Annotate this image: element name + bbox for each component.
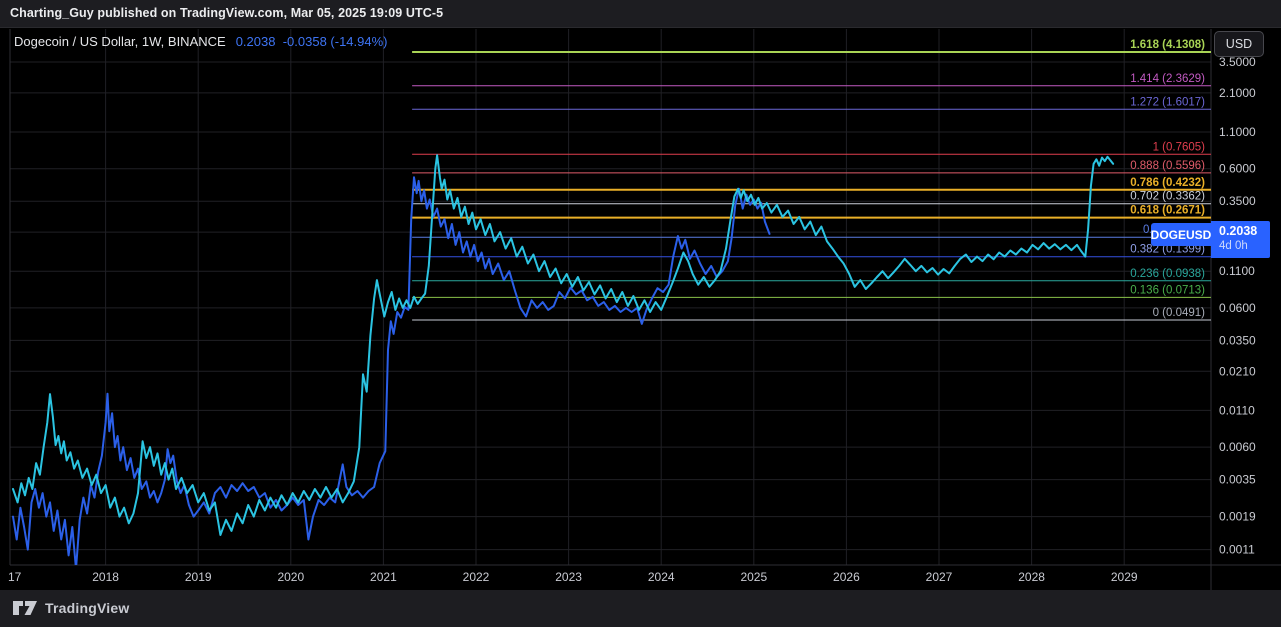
publish-attribution-text: Charting_Guy published on TradingView.co…	[10, 6, 444, 20]
fib-label-0.888: 0.888 (0.5596)	[1130, 160, 1205, 172]
last-price-axis-marker[interactable]: 0.2038 4d 0h	[1211, 221, 1270, 258]
fib-label-1.414: 1.414 (2.3629)	[1130, 73, 1205, 85]
price-tick-0.6000: 0.6000	[1219, 162, 1256, 176]
price-tick-0.0011: 0.0011	[1219, 543, 1255, 557]
fib-label-0.382: 0.382 (0.1399)	[1130, 244, 1205, 256]
fib-label-0.786: 0.786 (0.4232)	[1130, 177, 1205, 189]
price-tick-3.5000: 3.5000	[1219, 55, 1256, 69]
fib-label-0.136: 0.136 (0.0713)	[1130, 284, 1205, 296]
symbol-price-tag-label: DOGEUSD	[1150, 227, 1212, 242]
currency-toggle-button[interactable]: USD	[1214, 31, 1264, 57]
price-tick-0.0350: 0.0350	[1219, 333, 1256, 347]
last-price-value: 0.2038	[235, 34, 276, 49]
axis-marker-price: 0.2038	[1219, 224, 1258, 238]
year-label-2028: 2028	[1018, 570, 1045, 584]
price-tick-0.1100: 0.1100	[1219, 264, 1255, 278]
year-label-2023: 2023	[555, 570, 582, 584]
price-tick-0.0035: 0.0035	[1219, 473, 1256, 487]
series-path-dogeusd	[12, 176, 771, 565]
year-label-2021: 2021	[370, 570, 397, 584]
currency-toggle-label: USD	[1225, 37, 1253, 51]
fib-label-1.618: 1.618 (4.1308)	[1130, 39, 1205, 51]
chart-legend[interactable]: Dogecoin / US Dollar, 1W, BINANCE 0.2038 …	[14, 34, 388, 49]
price-tick-0.0110: 0.0110	[1219, 403, 1255, 417]
tradingview-brand[interactable]: TradingView	[12, 599, 129, 617]
price-tick-0.0210: 0.0210	[1219, 364, 1256, 378]
price-tick-0.0060: 0.0060	[1219, 440, 1256, 454]
year-label-2017: 17	[8, 570, 22, 584]
year-label-2024: 2024	[648, 570, 675, 584]
price-tick-0.0019: 0.0019	[1219, 510, 1256, 524]
symbol-price-tag[interactable]: DOGEUSD	[1151, 223, 1211, 246]
price-tick-2.1000: 2.1000	[1219, 86, 1256, 100]
fib-label-0.236: 0.236 (0.0938)	[1130, 268, 1205, 280]
fib-label-0: 0 (0.0491)	[1153, 307, 1206, 319]
price-tick-1.1000: 1.1000	[1219, 125, 1256, 139]
bar-countdown-timer: 4d 0h	[1219, 240, 1248, 252]
year-label-2018: 2018	[92, 570, 119, 584]
series-path-projection	[12, 154, 1115, 536]
price-tick-0.3500: 0.3500	[1219, 194, 1256, 208]
year-label-2027: 2027	[926, 570, 953, 584]
year-label-2025: 2025	[740, 570, 767, 584]
time-axis-drag-area[interactable]	[10, 565, 1211, 590]
fib-label-1: 1 (0.7605)	[1153, 141, 1206, 153]
footer-bar: TradingView	[0, 590, 1281, 627]
publish-header-bar: Charting_Guy published on TradingView.co…	[0, 0, 1281, 28]
year-label-2029: 2029	[1111, 570, 1138, 584]
year-label-2022: 2022	[463, 570, 490, 584]
price-change-value: -0.0358	[282, 34, 327, 49]
price-tick-0.0600: 0.0600	[1219, 301, 1256, 315]
year-label-2026: 2026	[833, 570, 860, 584]
fib-label-0.618: 0.618 (0.2671)	[1130, 205, 1205, 217]
fib-label-1.272: 1.272 (1.6017)	[1130, 96, 1205, 108]
symbol-title[interactable]: Dogecoin / US Dollar, 1W, BINANCE	[14, 34, 226, 49]
price-change-percent: (-14.94%)	[330, 34, 388, 49]
tradingview-brand-text: TradingView	[45, 600, 130, 616]
fib-label-0.702: 0.702 (0.3362)	[1130, 191, 1205, 203]
year-label-2019: 2019	[185, 570, 212, 584]
year-label-2020: 2020	[277, 570, 304, 584]
price-axis-drag-area[interactable]	[1211, 29, 1281, 565]
tradingview-logo-icon	[13, 601, 37, 615]
